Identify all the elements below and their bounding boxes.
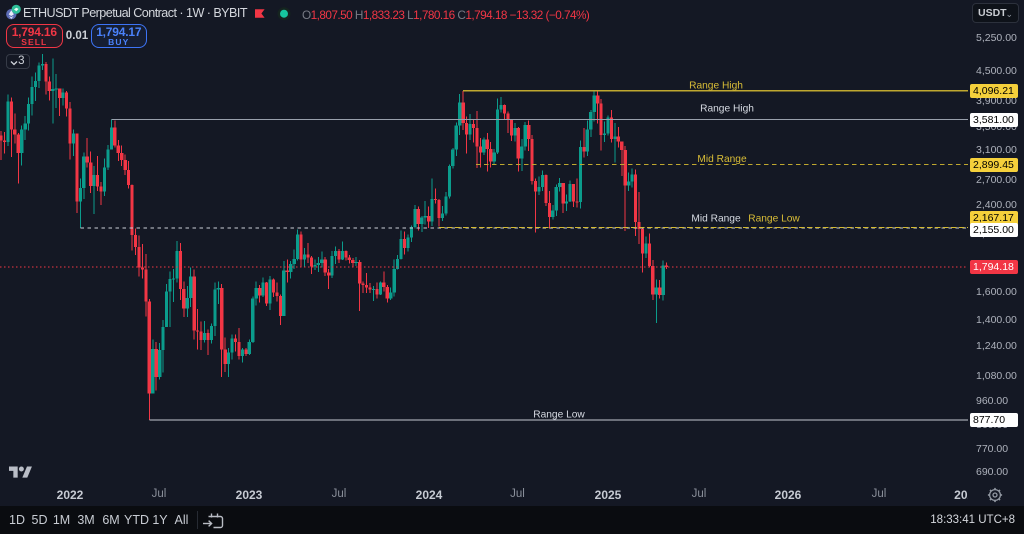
svg-text:Range High: Range High	[700, 104, 754, 115]
svg-text:Range High: Range High	[689, 81, 743, 92]
svg-text:Mid Range: Mid Range	[691, 214, 741, 225]
svg-text:Range Low: Range Low	[533, 410, 585, 421]
svg-text:Range Low: Range Low	[748, 214, 800, 225]
svg-text:Mid Range: Mid Range	[697, 154, 747, 165]
